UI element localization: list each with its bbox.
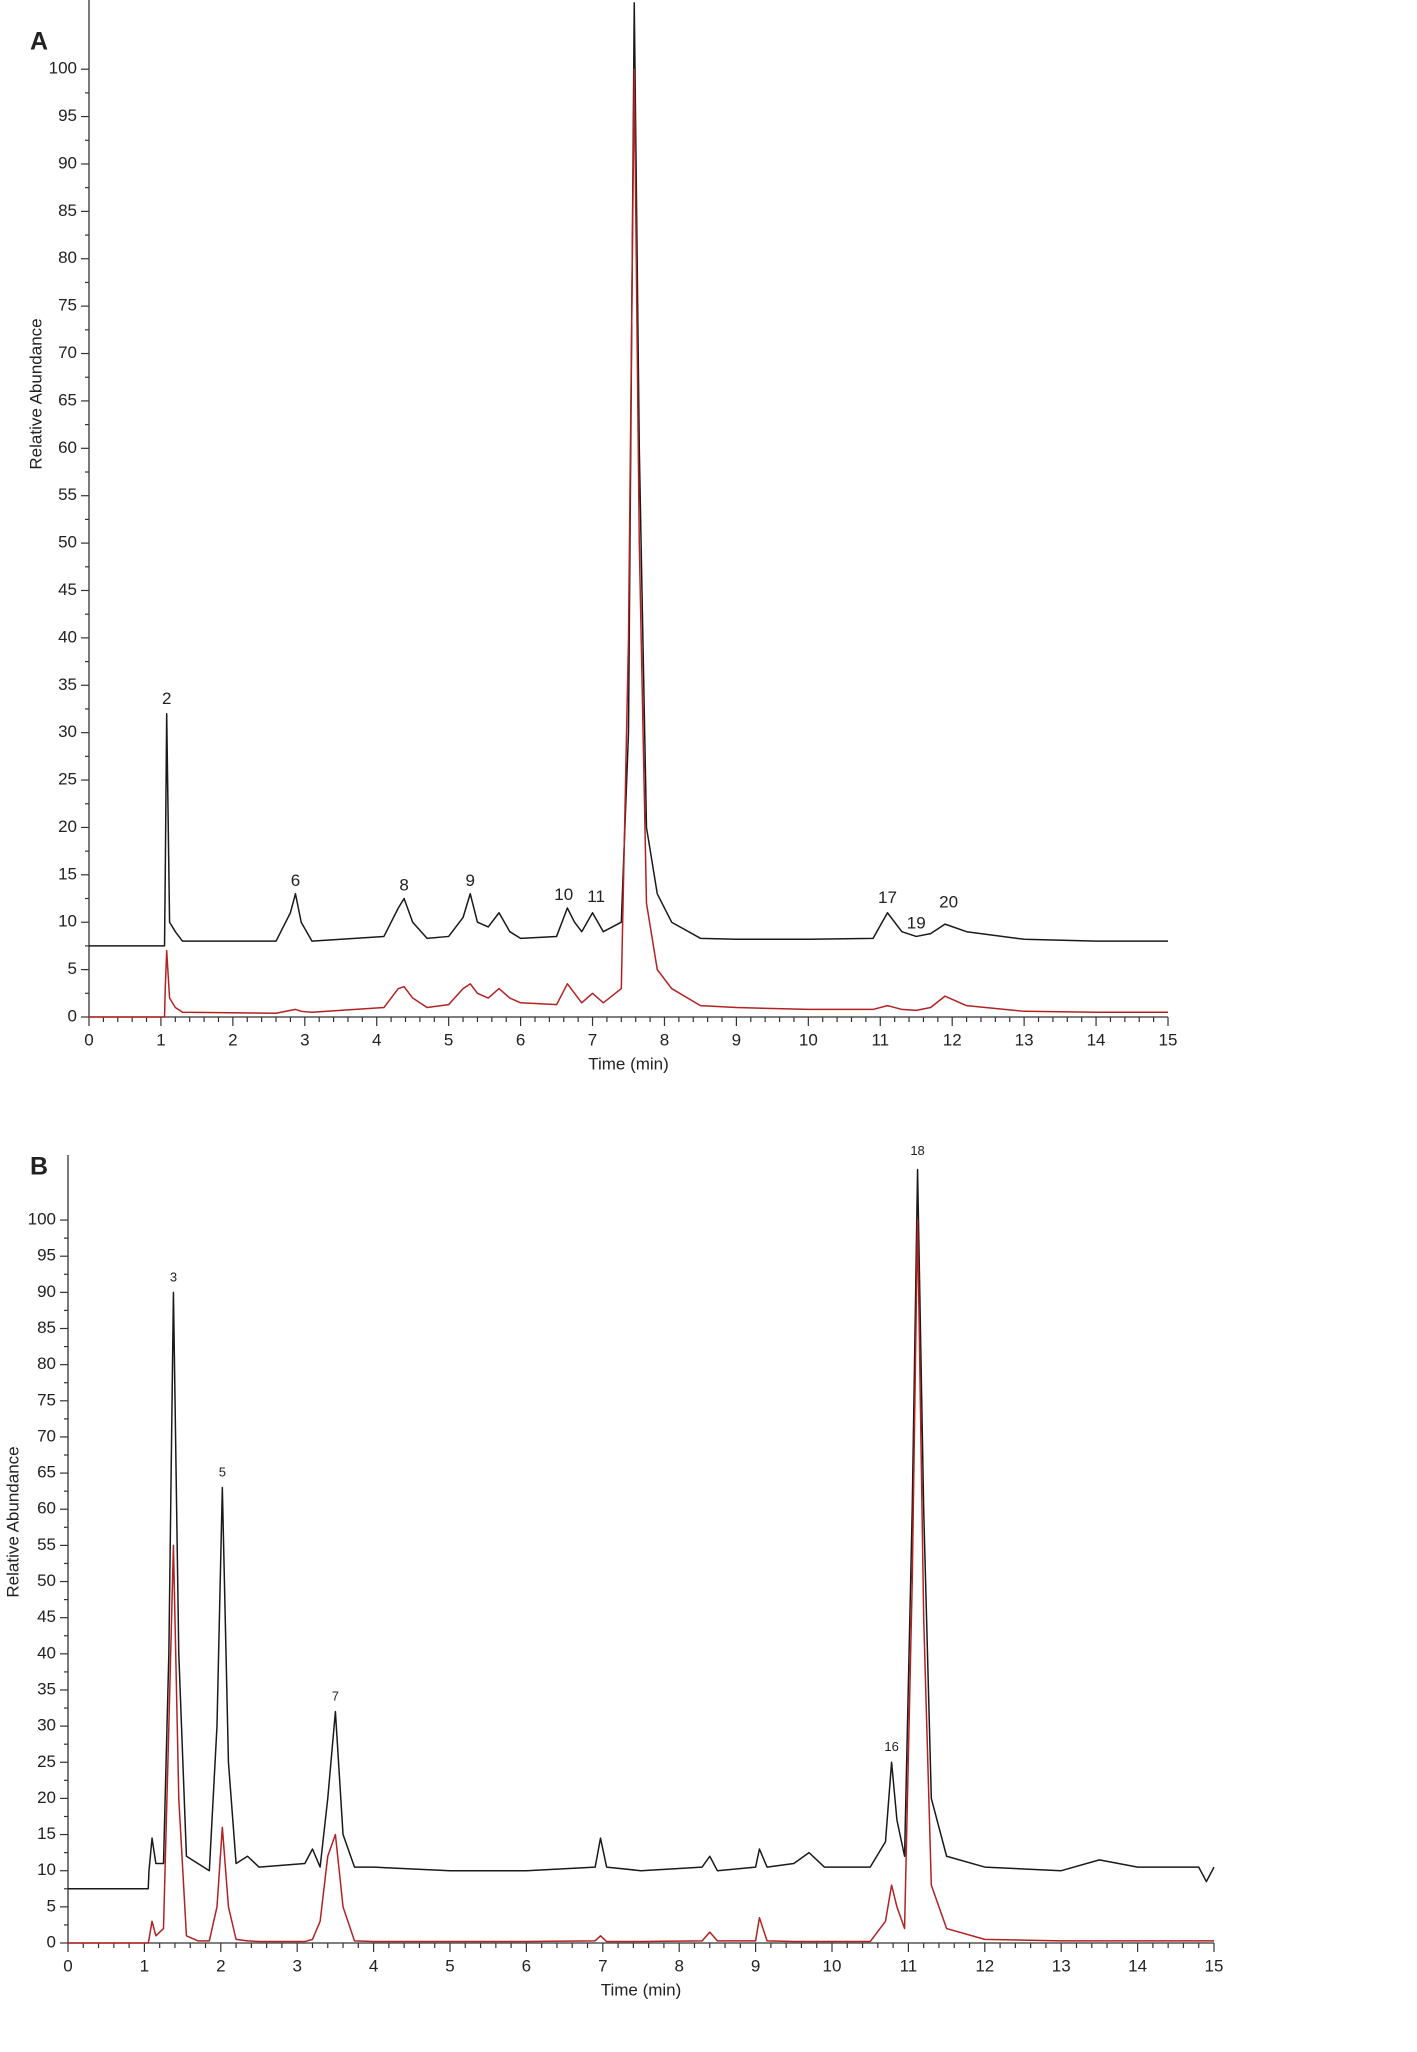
y-tick-label: 95	[37, 1246, 56, 1265]
x-tick-label: 12	[975, 1956, 994, 1975]
peak-label: 2	[162, 689, 171, 708]
trace	[89, 68, 1168, 1018]
y-tick-label: 100	[49, 59, 77, 78]
y-tick-label: 50	[58, 533, 77, 552]
x-axis-label: Time (min)	[588, 1054, 669, 1073]
x-tick-label: 10	[823, 1956, 842, 1975]
x-tick-label: 15	[1159, 1030, 1178, 1049]
y-tick-label: 55	[37, 1535, 56, 1554]
y-tick-label: 85	[58, 201, 77, 220]
y-tick-label: 25	[37, 1752, 56, 1771]
x-tick-label: 15	[1205, 1956, 1224, 1975]
y-axis-label: Relative Abundance	[3, 1446, 22, 1597]
y-tick-label: 65	[37, 1463, 56, 1482]
y-tick-label: 85	[37, 1318, 56, 1337]
panel-label: B	[30, 1153, 48, 1181]
peak-label: 11	[587, 887, 605, 906]
x-tick-label: 9	[751, 1956, 760, 1975]
y-tick-label: 60	[58, 438, 77, 457]
peak-label: 9	[466, 871, 475, 890]
y-tick-label: 75	[58, 296, 77, 315]
x-tick-label: 13	[1015, 1030, 1034, 1049]
x-tick-label: 5	[445, 1956, 454, 1975]
x-tick-label: 3	[300, 1030, 309, 1049]
y-tick-label: 70	[58, 343, 77, 362]
y-tick-label: 95	[58, 106, 77, 125]
x-tick-label: 9	[732, 1030, 741, 1049]
peak-label: 7	[332, 1689, 339, 1704]
peak-label: 17	[878, 888, 897, 907]
y-tick-label: 60	[37, 1499, 56, 1518]
y-tick-label: 65	[58, 390, 77, 409]
y-tick-label: 10	[58, 912, 77, 931]
peak-label: 16	[884, 1739, 898, 1754]
x-tick-label: 8	[660, 1030, 669, 1049]
x-tick-label: 5	[444, 1030, 453, 1049]
y-tick-label: 30	[58, 722, 77, 741]
y-tick-label: 75	[37, 1390, 56, 1409]
x-tick-label: 0	[63, 1956, 72, 1975]
y-tick-label: 90	[58, 153, 77, 172]
x-tick-label: 2	[228, 1030, 237, 1049]
y-tick-label: 40	[58, 627, 77, 646]
peak-label: 10	[554, 885, 573, 904]
x-tick-label: 14	[1128, 1956, 1147, 1975]
y-tick-label: 20	[58, 817, 77, 836]
y-tick-label: 0	[68, 1006, 77, 1025]
x-axis-label: Time (min)	[601, 1980, 682, 1999]
x-tick-label: 10	[799, 1030, 818, 1049]
y-tick-label: 0	[47, 1932, 56, 1951]
y-tick-label: 25	[58, 770, 77, 789]
x-tick-label: 12	[943, 1030, 962, 1049]
peak-label: 6	[291, 871, 300, 890]
trace	[89, 2, 1168, 947]
y-axis-label: Relative Abundance	[26, 318, 45, 469]
x-tick-label: 13	[1052, 1956, 1071, 1975]
x-tick-label: 1	[140, 1956, 149, 1975]
y-tick-label: 100	[28, 1210, 56, 1229]
x-tick-label: 4	[369, 1956, 378, 1975]
x-tick-label: 2	[216, 1956, 225, 1975]
y-tick-label: 5	[68, 959, 77, 978]
y-tick-label: 80	[58, 248, 77, 267]
y-tick-label: 20	[37, 1788, 56, 1807]
y-tick-label: 90	[37, 1282, 56, 1301]
y-tick-label: 40	[37, 1643, 56, 1662]
peak-label: 20	[939, 893, 958, 912]
y-tick-label: 15	[58, 864, 77, 883]
peak-label: 18	[910, 1143, 924, 1158]
x-tick-label: 7	[598, 1956, 607, 1975]
panel-label: A	[30, 28, 48, 56]
y-tick-label: 50	[37, 1571, 56, 1590]
peak-label: 5	[219, 1465, 226, 1480]
x-tick-label: 3	[292, 1956, 301, 1975]
x-tick-label: 11	[900, 1956, 918, 1975]
x-tick-label: 1	[156, 1030, 165, 1049]
y-tick-label: 55	[58, 485, 77, 504]
y-tick-label: 15	[37, 1824, 56, 1843]
x-tick-label: 11	[871, 1030, 889, 1049]
y-tick-label: 70	[37, 1426, 56, 1445]
x-tick-label: 4	[372, 1030, 381, 1049]
y-tick-label: 30	[37, 1716, 56, 1735]
trace	[68, 1219, 1214, 1944]
x-tick-label: 7	[588, 1030, 597, 1049]
x-tick-label: 6	[516, 1030, 525, 1049]
peak-label: 8	[399, 876, 408, 895]
y-tick-label: 45	[58, 580, 77, 599]
y-tick-label: 35	[58, 675, 77, 694]
y-tick-label: 45	[37, 1607, 56, 1626]
peak-label: 19	[907, 914, 926, 933]
y-tick-label: 35	[37, 1679, 56, 1698]
x-tick-label: 14	[1087, 1030, 1106, 1049]
peak-label: 3	[170, 1269, 177, 1284]
trace	[68, 1168, 1215, 1890]
x-tick-label: 6	[522, 1956, 531, 1975]
x-tick-label: 8	[674, 1956, 683, 1975]
y-tick-label: 10	[37, 1860, 56, 1879]
y-tick-label: 80	[37, 1354, 56, 1373]
y-tick-label: 5	[47, 1896, 56, 1915]
x-tick-label: 0	[84, 1030, 93, 1049]
